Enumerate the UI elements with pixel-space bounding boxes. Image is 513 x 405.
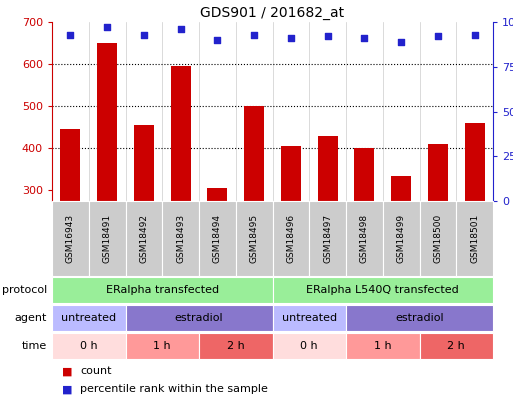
Point <box>213 37 222 43</box>
Bar <box>272 333 346 360</box>
Point <box>103 24 111 31</box>
Bar <box>170 66 191 201</box>
Text: 0 h: 0 h <box>301 341 318 351</box>
Point <box>66 31 74 38</box>
Text: untreated: untreated <box>282 313 337 323</box>
Text: ERalpha L540Q transfected: ERalpha L540Q transfected <box>306 285 459 295</box>
Bar <box>52 305 126 331</box>
Text: GSM18492: GSM18492 <box>140 214 148 263</box>
Text: estradiol: estradiol <box>395 313 444 323</box>
Bar <box>272 201 309 276</box>
Bar <box>272 277 493 303</box>
Text: 2 h: 2 h <box>447 341 465 351</box>
Bar <box>207 188 227 201</box>
Text: GSM16943: GSM16943 <box>66 214 75 263</box>
Point <box>287 35 295 41</box>
Bar <box>420 333 493 360</box>
Point <box>140 31 148 38</box>
Text: 1 h: 1 h <box>153 341 171 351</box>
Bar <box>244 106 264 201</box>
Text: GSM18499: GSM18499 <box>397 214 406 263</box>
Bar <box>60 130 81 201</box>
Bar <box>383 201 420 276</box>
Text: GSM18500: GSM18500 <box>433 214 442 263</box>
Bar <box>97 43 117 201</box>
Bar <box>391 176 411 201</box>
Bar <box>199 333 272 360</box>
Bar <box>89 201 126 276</box>
Text: agent: agent <box>14 313 47 323</box>
Text: time: time <box>22 341 47 351</box>
Text: GSM18495: GSM18495 <box>250 214 259 263</box>
Bar <box>281 146 301 201</box>
Bar <box>354 148 374 201</box>
Text: GSM18493: GSM18493 <box>176 214 185 263</box>
Text: 2 h: 2 h <box>227 341 245 351</box>
Text: 0 h: 0 h <box>80 341 97 351</box>
Bar <box>199 201 236 276</box>
Bar <box>464 123 485 201</box>
Bar <box>272 305 346 331</box>
Bar <box>428 144 448 201</box>
Text: ■: ■ <box>62 384 73 394</box>
Text: GSM18501: GSM18501 <box>470 214 479 263</box>
Point <box>250 31 258 38</box>
Bar <box>162 201 199 276</box>
Point <box>470 31 479 38</box>
Text: ERalpha transfected: ERalpha transfected <box>106 285 219 295</box>
Bar <box>52 277 272 303</box>
Bar <box>309 201 346 276</box>
Point <box>434 33 442 40</box>
Bar <box>420 201 456 276</box>
Point <box>360 35 368 41</box>
Text: percentile rank within the sample: percentile rank within the sample <box>80 384 268 394</box>
Bar <box>346 333 420 360</box>
Point <box>397 38 405 45</box>
Title: GDS901 / 201682_at: GDS901 / 201682_at <box>201 6 345 19</box>
Text: GSM18491: GSM18491 <box>103 214 112 263</box>
Text: ■: ■ <box>62 366 73 376</box>
Bar <box>346 305 493 331</box>
Bar <box>456 201 493 276</box>
Text: protocol: protocol <box>2 285 47 295</box>
Bar <box>236 201 272 276</box>
Bar <box>346 201 383 276</box>
Bar <box>126 333 199 360</box>
Text: count: count <box>80 366 112 376</box>
Text: GSM18496: GSM18496 <box>286 214 295 263</box>
Text: GSM18497: GSM18497 <box>323 214 332 263</box>
Text: GSM18498: GSM18498 <box>360 214 369 263</box>
Text: estradiol: estradiol <box>175 313 223 323</box>
Text: 1 h: 1 h <box>374 341 391 351</box>
Bar <box>126 305 272 331</box>
Bar <box>52 333 126 360</box>
Text: GSM18494: GSM18494 <box>213 214 222 263</box>
Text: untreated: untreated <box>61 313 116 323</box>
Bar <box>126 201 162 276</box>
Bar <box>318 136 338 201</box>
Point <box>324 33 332 40</box>
Bar <box>134 125 154 201</box>
Bar <box>52 201 89 276</box>
Point <box>176 26 185 32</box>
